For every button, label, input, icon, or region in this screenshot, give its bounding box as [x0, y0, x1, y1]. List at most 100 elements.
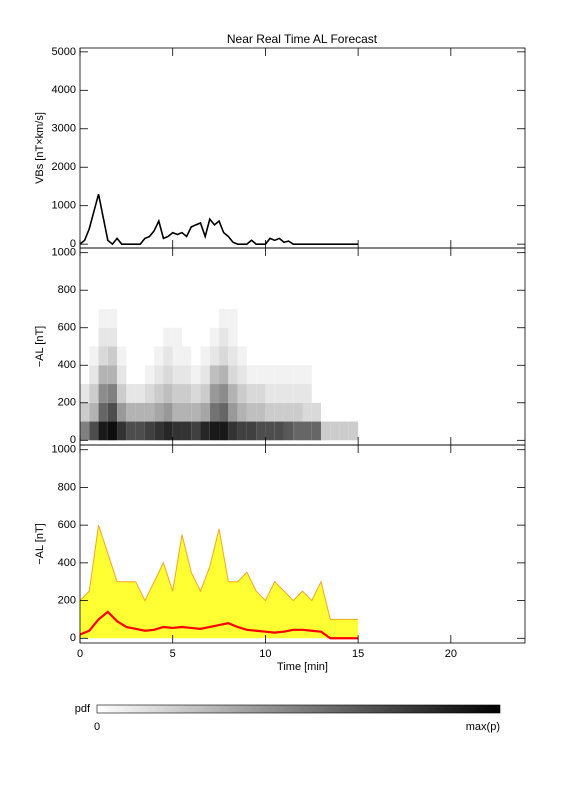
y-axis-label: −AL [nT]: [34, 326, 46, 367]
heat-cell: [163, 365, 173, 385]
heat-cell: [163, 421, 173, 441]
y-tick-label: 800: [58, 481, 76, 493]
heat-cell: [219, 365, 229, 385]
y-tick-label: 1000: [52, 444, 76, 456]
heat-cell: [293, 365, 303, 385]
heat-cell: [80, 402, 90, 422]
heat-cell: [154, 346, 164, 366]
heat-cell: [311, 402, 322, 422]
heat-cell: [237, 402, 247, 422]
heat-cell: [274, 402, 284, 422]
heat-cell: [237, 346, 247, 366]
heat-cell: [144, 421, 155, 441]
heat-cell: [163, 384, 173, 403]
heat-cell: [209, 346, 220, 366]
heat-cell: [237, 384, 247, 403]
heat-cell: [228, 421, 238, 441]
heat-cell: [172, 327, 182, 347]
y-tick-label: 0: [70, 632, 76, 644]
heat-cell: [219, 421, 229, 441]
colorbar-min: 0: [94, 721, 100, 733]
heat-cell: [144, 365, 155, 385]
heat-cell: [98, 346, 108, 366]
heat-cell: [172, 421, 182, 441]
heat-cell: [209, 365, 220, 385]
heat-cell: [98, 308, 108, 328]
heat-cell: [256, 402, 266, 422]
heat-cell: [200, 421, 210, 441]
heat-cell: [98, 365, 108, 385]
heat-cell: [200, 346, 210, 366]
heat-cell: [89, 365, 99, 385]
y-tick-label: 600: [58, 322, 76, 334]
heat-cell: [293, 384, 303, 403]
heat-cell: [126, 402, 136, 422]
y-tick-label: 0: [70, 434, 76, 446]
heat-cell: [228, 308, 238, 328]
y-tick-label: 400: [58, 557, 76, 569]
heat-cell: [209, 421, 220, 441]
heat-cell: [163, 402, 173, 422]
y-tick-label: 200: [58, 594, 76, 606]
heat-cell: [172, 384, 182, 403]
heat-cell: [144, 384, 155, 403]
heat-cell: [126, 421, 136, 441]
heat-cell: [107, 402, 118, 422]
heat-cell: [172, 402, 182, 422]
heat-cell: [283, 384, 294, 403]
heat-cell: [98, 421, 108, 441]
heat-cell: [98, 327, 108, 347]
heat-cell: [154, 402, 164, 422]
heat-cell: [330, 421, 340, 441]
heat-cell: [107, 365, 118, 385]
heat-cell: [219, 327, 229, 347]
heat-cell: [107, 308, 118, 328]
heat-cell: [265, 402, 275, 422]
heat-cell: [209, 327, 220, 347]
heat-cell: [237, 365, 247, 385]
heat-cell: [246, 365, 257, 385]
chart-title: Near Real Time AL Forecast: [227, 32, 378, 46]
band-area: [80, 525, 359, 639]
x-tick-label: 5: [170, 648, 176, 660]
heat-cell: [117, 384, 127, 403]
heat-cell: [283, 365, 294, 385]
heat-cell: [237, 421, 247, 441]
colorbar: [96, 704, 501, 714]
heat-cell: [181, 346, 192, 366]
x-tick-label: 0: [77, 648, 83, 660]
heat-cell: [228, 384, 238, 403]
y-tick-label: 4000: [52, 84, 76, 96]
heat-cell: [135, 421, 145, 441]
heat-cell: [154, 365, 164, 385]
heat-cell: [191, 421, 201, 441]
heat-cell: [181, 384, 192, 403]
heat-cell: [117, 402, 127, 422]
band-line: [79, 524, 359, 620]
heat-cell: [107, 346, 118, 366]
heat-cell: [181, 365, 192, 385]
heat-cell: [293, 421, 303, 441]
heat-cell: [80, 421, 90, 441]
y-tick-label: 2000: [52, 161, 76, 173]
heat-cell: [219, 346, 229, 366]
heat-cell: [181, 421, 192, 441]
heat-cell: [302, 365, 312, 385]
y-tick-label: 600: [58, 519, 76, 531]
x-tick-label: 20: [445, 648, 457, 660]
heat-cell: [274, 384, 284, 403]
heat-cell: [256, 365, 266, 385]
heat-cell: [163, 346, 173, 366]
y-tick-label: 1000: [52, 247, 76, 259]
heat-cell: [181, 402, 192, 422]
heat-cell: [283, 402, 294, 422]
heat-cell: [144, 402, 155, 422]
band-line: [79, 610, 359, 640]
heat-cell: [107, 384, 118, 403]
heat-cell: [80, 384, 90, 403]
heat-cell: [172, 346, 182, 366]
heat-cell: [228, 327, 238, 347]
heat-cell: [135, 384, 145, 403]
heat-cell: [117, 365, 127, 385]
